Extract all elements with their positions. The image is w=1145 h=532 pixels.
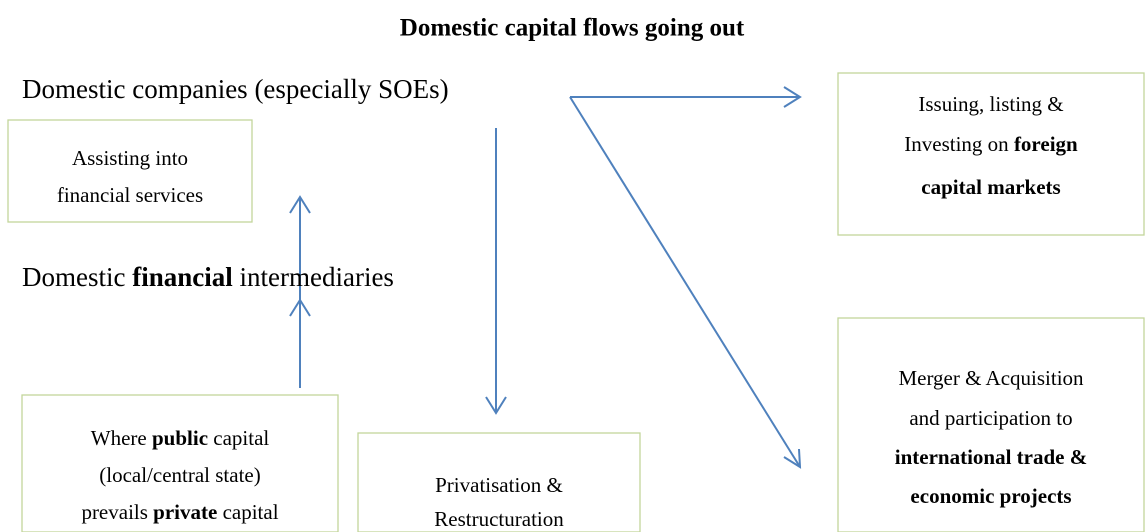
text-run: capital xyxy=(217,500,278,524)
text-line: and participation to xyxy=(909,406,1072,430)
text-run: Merger & Acquisition xyxy=(898,366,1084,390)
text-run: and participation to xyxy=(909,406,1072,430)
box xyxy=(21,394,339,532)
text-line: Where public capital xyxy=(91,426,270,450)
box xyxy=(7,119,253,223)
text-line: Restructuration xyxy=(434,507,564,531)
text-run: private xyxy=(153,500,217,524)
text-run: public xyxy=(152,426,208,450)
text-run: Investing on xyxy=(904,132,1014,156)
text-line: international trade & xyxy=(895,445,1087,469)
text-run: foreign xyxy=(1014,132,1078,156)
text-line: financial services xyxy=(57,183,203,207)
text-run: financial services xyxy=(57,183,203,207)
title: Domestic capital flows going out xyxy=(400,15,745,42)
text-line: (local/central state) xyxy=(99,463,261,487)
text-line: Privatisation & xyxy=(435,473,563,497)
text-run: international trade & xyxy=(895,445,1087,469)
text-run: (local/central state) xyxy=(99,463,261,487)
text-run: Assisting into xyxy=(72,146,188,170)
text-line: economic projects xyxy=(910,484,1071,508)
text-run: capital markets xyxy=(921,175,1060,199)
box xyxy=(837,317,1145,532)
text-line: prevails private capital xyxy=(81,500,278,524)
box xyxy=(357,432,641,532)
text-run: Privatisation & xyxy=(435,473,563,497)
text-run: Restructuration xyxy=(434,507,564,531)
box xyxy=(837,72,1145,236)
text-run: intermediaries xyxy=(233,262,394,292)
text-run: capital xyxy=(208,426,269,450)
text-line: Assisting into xyxy=(72,146,188,170)
text-run: economic projects xyxy=(910,484,1071,508)
text-run: financial xyxy=(132,262,233,292)
text-line: Merger & Acquisition xyxy=(898,366,1084,390)
arrows xyxy=(289,86,802,469)
text-line: Issuing, listing & xyxy=(918,92,1063,116)
text-line: Domestic companies (especially SOEs) xyxy=(22,74,449,104)
text-run: Issuing, listing & xyxy=(918,92,1063,116)
text-line: capital markets xyxy=(921,175,1060,199)
text-run: Where xyxy=(91,426,152,450)
text-line: Domestic financial intermediaries xyxy=(22,262,394,292)
text-line: Investing on foreign xyxy=(904,132,1078,156)
text-run: Domestic companies (especially SOEs) xyxy=(22,74,449,104)
text-run: Domestic xyxy=(22,262,132,292)
text-run: prevails xyxy=(81,500,153,524)
